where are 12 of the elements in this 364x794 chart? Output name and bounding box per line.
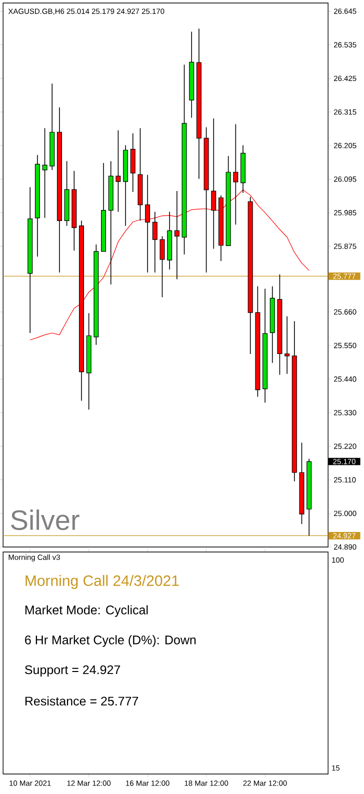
text: 6 Hr Market Cycle (D%): Down	[25, 635, 196, 647]
text: Morning Call 24/3/2021	[26, 574, 179, 589]
annotation: Silver	[11, 510, 80, 530]
text: Market Mode: Cyclical	[25, 605, 148, 617]
candlestick	[160, 236, 165, 298]
candlestick	[152, 211, 158, 273]
candlestick	[284, 316, 290, 374]
text: Support = 24.927	[24, 665, 120, 677]
text: Resistance = 25.777	[25, 696, 138, 706]
candlestick	[130, 132, 136, 192]
candlestick	[42, 128, 48, 218]
candlestick	[116, 130, 121, 212]
